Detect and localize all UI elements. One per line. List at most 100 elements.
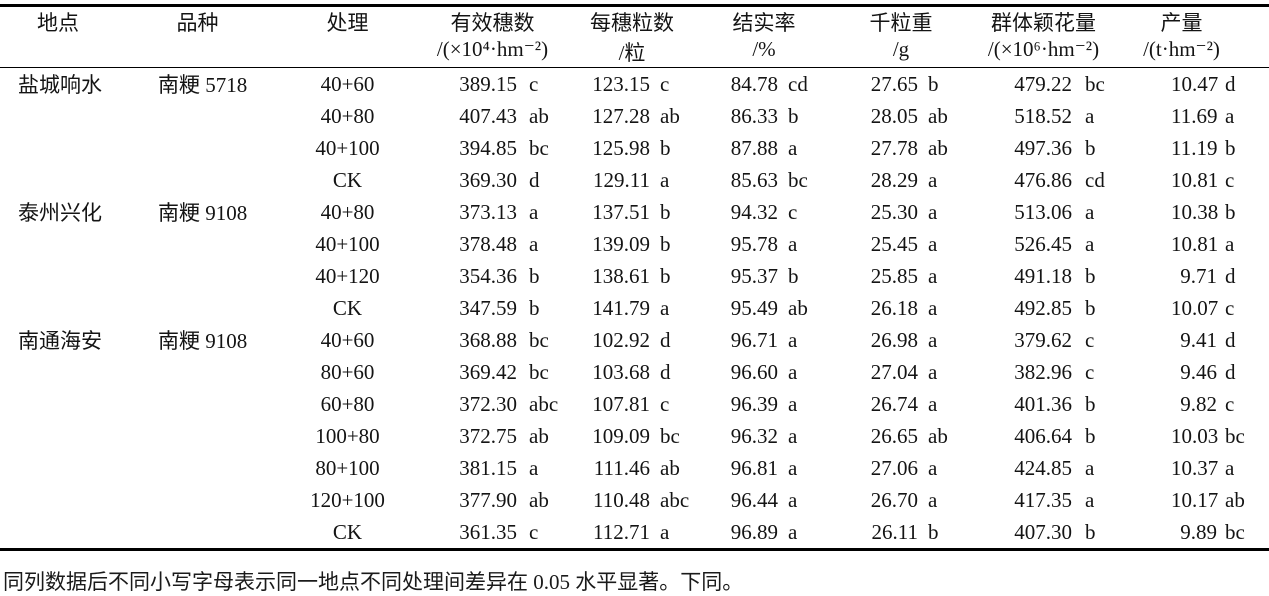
significance-letter: c xyxy=(660,71,670,96)
grains-per-panicle-cell: 111.46 ab xyxy=(565,452,699,484)
value: 372.30 xyxy=(459,391,517,416)
significance-letter: b xyxy=(1085,135,1096,160)
value: 141.79 xyxy=(592,295,650,320)
table-row: 80+60 369.42 bc 103.68 d 96.60 a 27.04 a 382… xyxy=(0,356,1269,388)
variety-cell xyxy=(136,132,275,164)
value: 25.85 xyxy=(870,263,918,288)
yield-cell: 10.03 bc xyxy=(1114,420,1269,452)
significance-letter: a xyxy=(928,391,938,416)
significance-letter: ab xyxy=(660,455,680,480)
significance-letter: a xyxy=(1085,103,1095,128)
yield-cell: 10.17 ab xyxy=(1114,484,1269,516)
treatment-cell: CK xyxy=(332,519,363,544)
value: 123.15 xyxy=(592,71,650,96)
significance-letter: b xyxy=(928,519,939,544)
significance-letter: a xyxy=(660,167,670,192)
grains-per-panicle-cell: 125.98 b xyxy=(565,132,699,164)
seed-setting-rate-cell: 95.37 b xyxy=(699,260,829,292)
significance-letter: c xyxy=(529,519,539,544)
significance-letter: b xyxy=(529,295,540,320)
spikelet-number-cell: 379.62 c xyxy=(973,324,1114,356)
table-row: 泰州兴化 南粳 9108 40+80 373.13 a 137.51 b 94.32… xyxy=(0,196,1269,228)
value: 10.47 xyxy=(1171,71,1219,96)
location-cell: 泰州兴化 xyxy=(18,201,102,225)
value: 372.75 xyxy=(459,423,517,448)
variety-cell xyxy=(136,452,275,484)
significance-letter: bc xyxy=(529,135,549,160)
grains-per-panicle-cell: 137.51 b xyxy=(565,196,699,228)
significance-letter: b xyxy=(660,231,671,256)
effective-panicles-cell: 369.42 bc xyxy=(420,356,565,388)
location-cell xyxy=(0,228,136,260)
page: 地点 品种 处理 有效穗数 每穗粒数 结实率 千粒重 群体颖花量 产量 /(×1… xyxy=(0,4,1269,594)
grains-per-panicle-cell: 107.81 c xyxy=(565,388,699,420)
significance-letter: c xyxy=(660,391,670,416)
significance-letter: d xyxy=(1225,327,1236,352)
table-row: 40+80 407.43 ab 127.28 ab 86.33 b 28.05 ab 5… xyxy=(0,100,1269,132)
value: 85.63 xyxy=(730,167,778,192)
variety-cell xyxy=(136,292,275,324)
significance-letter: b xyxy=(660,263,671,288)
value: 9.89 xyxy=(1180,519,1217,544)
treatment-cell: 40+120 xyxy=(315,263,380,288)
significance-letter: ab xyxy=(788,295,808,320)
effective-panicles-cell: 361.35 c xyxy=(420,516,565,550)
value: 9.46 xyxy=(1180,359,1217,384)
value: 26.74 xyxy=(870,391,918,416)
significance-letter: c xyxy=(1085,359,1095,384)
treatment-cell: 80+100 xyxy=(315,455,380,480)
significance-letter: bc xyxy=(529,359,549,384)
value: 11.19 xyxy=(1171,135,1218,160)
significance-letter: d xyxy=(1225,263,1236,288)
spikelet-number-cell: 479.22 bc xyxy=(973,68,1114,101)
significance-letter: b xyxy=(788,263,799,288)
location-cell xyxy=(0,100,136,132)
1000-grain-weight-cell: 26.74 a xyxy=(829,388,973,420)
value: 138.61 xyxy=(592,263,650,288)
value: 381.15 xyxy=(459,455,517,480)
significance-letter: a xyxy=(529,455,539,480)
effective-panicles-cell: 394.85 bc xyxy=(420,132,565,164)
1000-grain-weight-cell: 27.78 ab xyxy=(829,132,973,164)
1000-grain-weight-cell: 25.30 a xyxy=(829,196,973,228)
significance-letter: a xyxy=(788,231,798,256)
yield-cell: 10.81 a xyxy=(1114,228,1269,260)
1000-grain-weight-cell: 26.11 b xyxy=(829,516,973,550)
significance-letter: a xyxy=(1225,455,1235,480)
value: 26.11 xyxy=(871,519,918,544)
significance-letter: abc xyxy=(529,391,559,416)
col-unit-spikelet-number: /(×10⁶·hm⁻²) xyxy=(973,37,1114,68)
value: 361.35 xyxy=(459,519,517,544)
col-unit-effective-panicles: /(×10⁴·hm⁻²) xyxy=(420,37,565,68)
significance-letter: a xyxy=(1225,231,1235,256)
value: 28.05 xyxy=(870,103,918,128)
significance-letter: bc xyxy=(1225,519,1245,544)
seed-setting-rate-cell: 96.39 a xyxy=(699,388,829,420)
col-header-effective-panicles: 有效穗数 xyxy=(450,11,535,35)
significance-letter: bc xyxy=(1225,423,1245,448)
table-row: 80+100 381.15 a 111.46 ab 96.81 a 27.06 a 42… xyxy=(0,452,1269,484)
significance-letter: c xyxy=(1225,167,1235,192)
value: 95.78 xyxy=(730,231,778,256)
significance-letter: d xyxy=(660,327,671,352)
seed-setting-rate-cell: 85.63 bc xyxy=(699,164,829,196)
spikelet-number-cell: 526.45 a xyxy=(973,228,1114,260)
value: 9.71 xyxy=(1180,263,1217,288)
value: 368.88 xyxy=(459,327,517,352)
value: 417.35 xyxy=(1014,487,1072,512)
seed-setting-rate-cell: 95.49 ab xyxy=(699,292,829,324)
treatment-cell: 40+100 xyxy=(315,231,380,256)
significance-letter: bc xyxy=(529,327,549,352)
significance-letter: b xyxy=(788,103,799,128)
significance-letter: a xyxy=(788,423,798,448)
yield-cell: 10.07 c xyxy=(1114,292,1269,324)
value: 406.64 xyxy=(1014,423,1072,448)
treatment-cell: 80+60 xyxy=(320,359,375,384)
effective-panicles-cell: 377.90 ab xyxy=(420,484,565,516)
value: 27.65 xyxy=(870,71,918,96)
spikelet-number-cell: 417.35 a xyxy=(973,484,1114,516)
significance-letter: abc xyxy=(660,487,690,512)
effective-panicles-cell: 381.15 a xyxy=(420,452,565,484)
treatment-cell: 40+80 xyxy=(320,103,375,128)
value: 25.30 xyxy=(870,199,918,224)
